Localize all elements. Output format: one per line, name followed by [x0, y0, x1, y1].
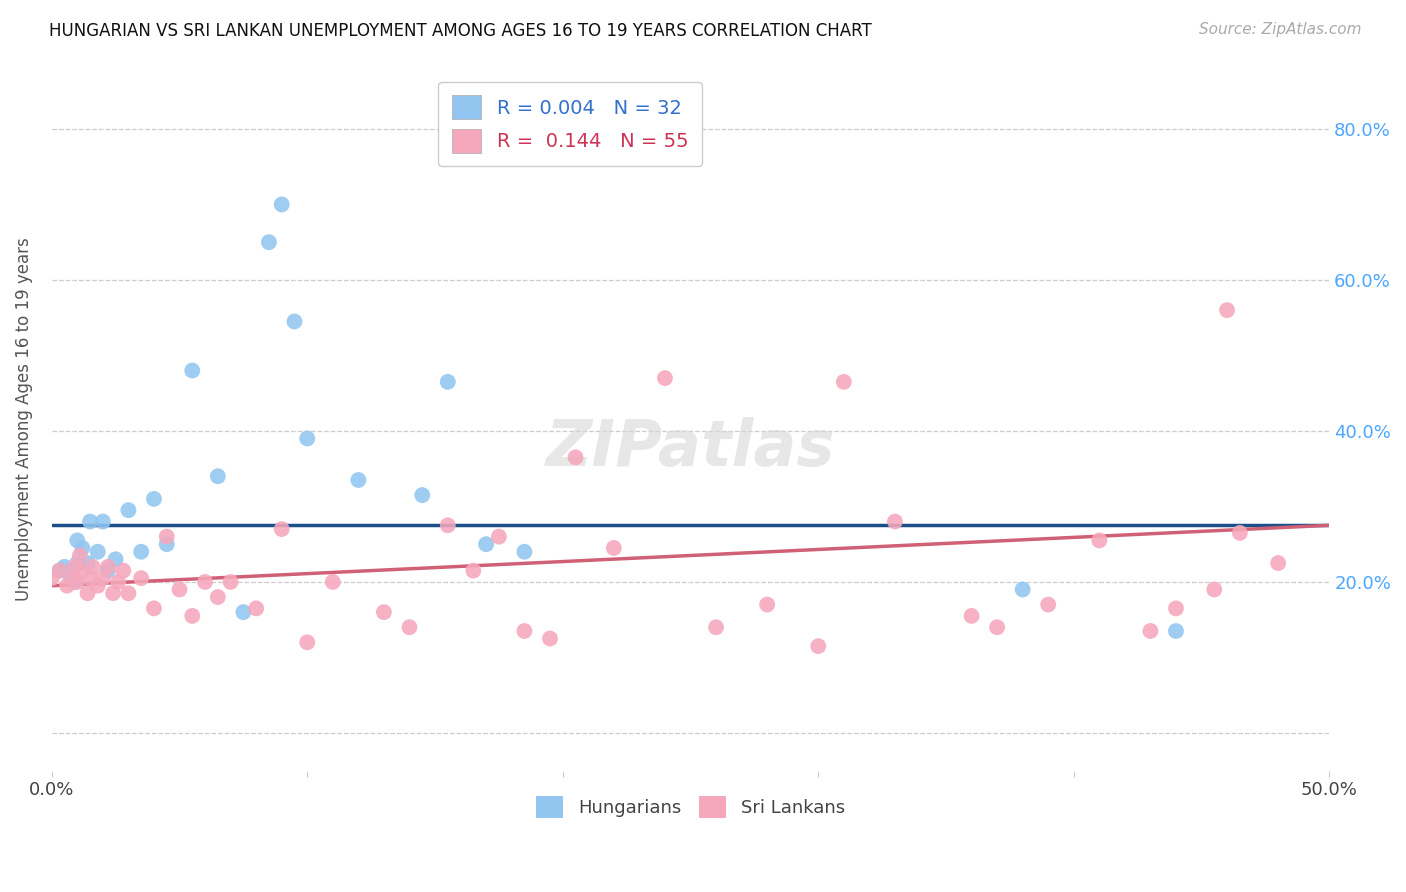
Point: [91, 571, 114, 585]
Point: [207, 590, 229, 604]
Point: [63, 559, 86, 574]
Point: [232, 605, 254, 619]
Point: [1139, 624, 1161, 638]
Point: [463, 564, 485, 578]
Y-axis label: Unemployment Among Ages 16 to 19 years: Unemployment Among Ages 16 to 19 years: [15, 238, 32, 601]
Point: [1267, 556, 1289, 570]
Text: HUNGARIAN VS SRI LANKAN UNEMPLOYMENT AMONG AGES 16 TO 19 YEARS CORRELATION CHART: HUNGARIAN VS SRI LANKAN UNEMPLOYMENT AMO…: [49, 22, 872, 40]
Point: [960, 608, 983, 623]
Point: [1216, 303, 1239, 318]
Point: [66, 556, 89, 570]
Point: [59, 567, 82, 582]
Point: [76, 556, 98, 570]
Point: [513, 624, 536, 638]
Point: [1229, 525, 1251, 540]
Point: [756, 598, 779, 612]
Point: [60, 571, 83, 585]
Point: [169, 582, 191, 597]
Point: [41, 571, 63, 585]
Point: [832, 375, 855, 389]
Point: [156, 530, 179, 544]
Point: [347, 473, 370, 487]
Point: [1088, 533, 1111, 548]
Point: [104, 552, 127, 566]
Point: [488, 530, 510, 544]
Point: [66, 574, 89, 589]
Point: [475, 537, 498, 551]
Point: [60, 564, 83, 578]
Point: [156, 537, 179, 551]
Point: [87, 545, 110, 559]
Point: [48, 564, 70, 578]
Point: [1204, 582, 1226, 597]
Point: [117, 503, 139, 517]
Point: [283, 314, 305, 328]
Point: [1011, 582, 1033, 597]
Point: [48, 564, 70, 578]
Point: [603, 541, 626, 555]
Point: [245, 601, 267, 615]
Point: [112, 564, 135, 578]
Point: [129, 571, 152, 585]
Point: [654, 371, 676, 385]
Point: [91, 515, 114, 529]
Point: [436, 518, 458, 533]
Point: [704, 620, 727, 634]
Point: [297, 635, 319, 649]
Point: [72, 564, 94, 578]
Point: [297, 432, 319, 446]
Point: [181, 608, 204, 623]
Point: [82, 559, 104, 574]
Text: Source: ZipAtlas.com: Source: ZipAtlas.com: [1198, 22, 1361, 37]
Point: [53, 559, 76, 574]
Point: [63, 574, 86, 589]
Point: [69, 549, 91, 563]
Point: [411, 488, 433, 502]
Point: [513, 545, 536, 559]
Point: [270, 522, 292, 536]
Point: [807, 639, 830, 653]
Point: [322, 574, 344, 589]
Legend: Hungarians, Sri Lankans: Hungarians, Sri Lankans: [529, 789, 852, 825]
Point: [373, 605, 395, 619]
Point: [564, 450, 586, 465]
Point: [117, 586, 139, 600]
Point: [219, 574, 242, 589]
Point: [56, 579, 79, 593]
Point: [181, 363, 204, 377]
Point: [538, 632, 561, 646]
Point: [107, 574, 129, 589]
Point: [97, 564, 120, 578]
Point: [1038, 598, 1060, 612]
Point: [87, 579, 110, 593]
Point: [76, 586, 98, 600]
Point: [1164, 624, 1187, 638]
Point: [1164, 601, 1187, 615]
Point: [72, 541, 94, 555]
Point: [142, 601, 165, 615]
Point: [194, 574, 217, 589]
Point: [883, 515, 905, 529]
Point: [79, 515, 101, 529]
Point: [207, 469, 229, 483]
Point: [129, 545, 152, 559]
Point: [79, 571, 101, 585]
Point: [97, 559, 120, 574]
Point: [257, 235, 280, 249]
Point: [398, 620, 420, 634]
Point: [142, 491, 165, 506]
Point: [436, 375, 458, 389]
Point: [101, 586, 124, 600]
Point: [270, 197, 292, 211]
Point: [986, 620, 1008, 634]
Point: [66, 533, 89, 548]
Text: ZIPatlas: ZIPatlas: [546, 417, 835, 479]
